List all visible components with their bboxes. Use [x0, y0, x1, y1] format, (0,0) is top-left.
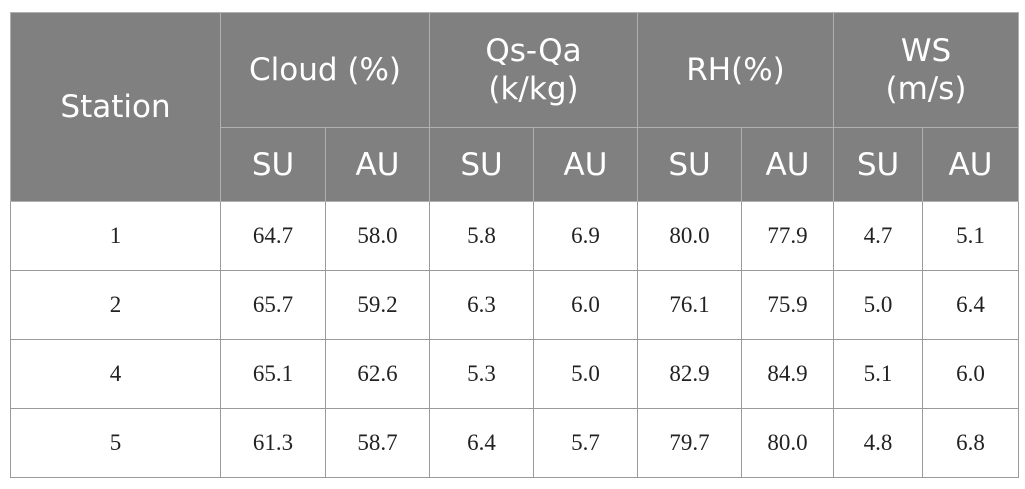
subheader: SU	[833, 127, 923, 202]
subheader: AU	[533, 127, 638, 202]
header-line: (m/s)	[885, 71, 967, 107]
value-cell: 6.9	[533, 201, 638, 271]
value-cell: 5.0	[533, 339, 638, 409]
value-cell: 6.3	[429, 270, 534, 340]
header-line: Cloud (%)	[248, 52, 402, 88]
subheader: SU	[637, 127, 742, 202]
value-cell: 75.9	[741, 270, 834, 340]
group-header: Cloud (%)	[220, 12, 430, 128]
value-cell: 65.1	[220, 339, 326, 409]
station-cell: 5	[10, 408, 221, 478]
header-line: Qs-Qa	[485, 33, 582, 69]
value-cell: 80.0	[741, 408, 834, 478]
value-cell: 6.4	[921, 270, 1020, 340]
value-cell: 58.0	[325, 201, 430, 271]
value-cell: 76.1	[637, 270, 742, 340]
group-header: WS (m/s)	[832, 12, 1020, 128]
table-row: 1 64.7 58.0 5.8 6.9 80.0 77.9 4.7 5.1	[10, 201, 1020, 271]
value-cell: 6.0	[921, 339, 1020, 409]
value-cell: 4.8	[833, 408, 923, 478]
value-cell: 59.2	[325, 270, 430, 340]
value-cell: 79.7	[637, 408, 742, 478]
table-row: 4 65.1 62.6 5.3 5.0 82.9 84.9 5.1 6.0	[10, 339, 1020, 409]
value-cell: 6.4	[429, 408, 534, 478]
header-line: WS	[900, 33, 952, 69]
value-cell: 5.3	[429, 339, 534, 409]
value-cell: 4.7	[833, 201, 923, 271]
table-container: Station Cloud (%) Qs-Qa (k/kg) RH(%) WS (m/s)…	[10, 12, 1020, 478]
value-cell: 5.0	[833, 270, 923, 340]
subheader: SU	[429, 127, 534, 202]
value-cell: 62.6	[325, 339, 430, 409]
value-cell: 80.0	[637, 201, 742, 271]
table-row: 5 61.3 58.7 6.4 5.7 79.7 80.0 4.8 6.8	[10, 408, 1020, 478]
subheader: SU	[220, 127, 326, 202]
value-cell: 64.7	[220, 201, 326, 271]
station-cell: 1	[10, 201, 221, 271]
subheader: AU	[921, 127, 1020, 202]
value-cell: 65.7	[220, 270, 326, 340]
value-cell: 6.0	[533, 270, 638, 340]
table-row: 2 65.7 59.2 6.3 6.0 76.1 75.9 5.0 6.4	[10, 270, 1020, 340]
station-cell: 2	[10, 270, 221, 340]
value-cell: 84.9	[741, 339, 834, 409]
header-line: (k/kg)	[488, 71, 579, 107]
subheader: AU	[325, 127, 430, 202]
value-cell: 82.9	[637, 339, 742, 409]
data-table: Station Cloud (%) Qs-Qa (k/kg) RH(%) WS (m/s)…	[10, 12, 1020, 478]
value-cell: 5.1	[833, 339, 923, 409]
value-cell: 5.8	[429, 201, 534, 271]
group-header: Qs-Qa (k/kg)	[429, 12, 638, 128]
value-cell: 5.7	[533, 408, 638, 478]
header-line: RH(%)	[686, 52, 785, 88]
value-cell: 61.3	[220, 408, 326, 478]
table-body: 1 64.7 58.0 5.8 6.9 80.0 77.9 4.7 5.1 2 65.7 59.2 6.…	[10, 201, 1020, 478]
value-cell: 6.8	[921, 408, 1020, 478]
subheader-row: SU AU SU AU SU AU SU AU	[11, 127, 1020, 202]
station-cell: 4	[10, 339, 221, 409]
station-header: Station	[10, 12, 221, 202]
value-cell: 5.1	[921, 201, 1020, 271]
group-header: RH(%)	[637, 12, 834, 128]
header-row: Station Cloud (%) Qs-Qa (k/kg) RH(%) WS (m/s)	[10, 12, 1020, 202]
subheader: AU	[741, 127, 834, 202]
value-cell: 77.9	[741, 201, 834, 271]
value-cell: 58.7	[325, 408, 430, 478]
